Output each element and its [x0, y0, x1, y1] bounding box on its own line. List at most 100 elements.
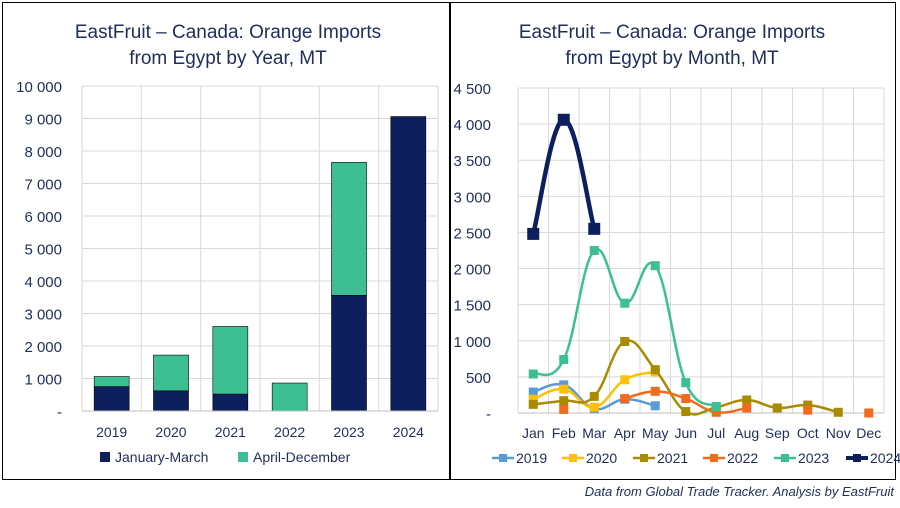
point-2021-Nov	[833, 407, 843, 417]
right-x-tick-label: Jul	[707, 425, 725, 441]
left-title-line2: from Egypt by Year, MT	[129, 48, 327, 69]
point-2021-Apr	[620, 337, 630, 346]
right-legend-marker	[853, 454, 861, 462]
right-y-tick-label: 3 500	[453, 153, 491, 170]
right-legend-marker	[781, 454, 789, 462]
bar-2024-series-0	[390, 116, 427, 412]
bar-2021-series-1	[212, 326, 249, 395]
point-2020-Apr	[620, 375, 630, 385]
bar-2020-series-0	[153, 390, 189, 412]
point-2021-Oct	[803, 400, 813, 410]
left-legend-label: January-March	[115, 449, 208, 465]
point-2021-Mar	[589, 391, 599, 401]
left-y-tick-label: 5 000	[24, 242, 62, 259]
bar-2023-series-1	[331, 162, 367, 296]
right-legend-marker	[569, 454, 577, 462]
point-2021-Jun	[681, 407, 691, 417]
left-x-tick-label: 2019	[96, 424, 127, 440]
left-y-tick-label: 10 000	[16, 79, 62, 96]
yearly-bar-chart: EastFruit – Canada: Orange Imports from …	[16, 22, 439, 465]
point-2021-Sep	[772, 403, 782, 413]
point-2023-Mar	[589, 246, 599, 255]
right-x-tick-label: Jan	[522, 425, 545, 441]
right-x-tick-label: Aug	[734, 425, 759, 441]
bar-2022-series-1	[271, 382, 308, 412]
right-title-line1: EastFruit – Canada: Orange Imports	[519, 22, 825, 43]
point-2022-May	[650, 386, 660, 396]
left-x-tick-label: 2021	[215, 424, 246, 440]
right-y-tick-label: 4 000	[453, 117, 491, 134]
point-2022-Feb	[559, 404, 569, 414]
right-x-tick-label: Apr	[614, 425, 636, 441]
point-2021-Feb	[559, 396, 569, 406]
right-x-tick-label: Sep	[765, 425, 790, 441]
left-y-tick-label: 6 000	[24, 209, 62, 226]
left-y-tick-label: 7 000	[24, 177, 62, 194]
bar-2021-series-0	[212, 393, 249, 412]
point-2023-Jan	[528, 369, 538, 379]
point-2020-Mar	[589, 402, 599, 412]
bar-2019-series-1	[93, 376, 130, 387]
point-2021-Aug	[742, 395, 752, 405]
bar-2020-series-1	[153, 354, 189, 392]
point-2019-Jan	[528, 387, 538, 397]
right-y-tick-label: 2 500	[453, 225, 491, 242]
right-x-tick-label: Jun	[674, 425, 697, 441]
left-plot-area: - 1 000 2 000 3 000 4 000 5 000 6 000 7 000 8 00…	[16, 79, 439, 440]
right-legend-label: 2019	[516, 450, 547, 466]
left-y-tick-label: 3 000	[24, 307, 62, 324]
right-x-tick-label: Nov	[826, 425, 851, 441]
right-y-tick-label: 2 000	[453, 262, 491, 279]
point-2021-Jan	[528, 399, 538, 409]
left-x-tick-label: 2022	[274, 424, 305, 440]
right-x-tick-label: Mar	[582, 425, 606, 441]
right-y-tick-label: 4 500	[453, 81, 491, 98]
point-2022-Jul	[711, 407, 721, 417]
right-y-tick-label: -	[486, 406, 491, 423]
left-y-tick-label: 9 000	[24, 112, 62, 129]
right-y-tick-label: 1 500	[453, 298, 491, 315]
right-legend-label: 2023	[798, 450, 829, 466]
monthly-line-chart: EastFruit – Canada: Orange Imports from …	[453, 22, 900, 466]
right-plot-area: - 500 1 000 1 500 2 000 2 500 3 000 3 500 4 000 4…	[453, 81, 885, 441]
right-legend-label: 2020	[586, 450, 617, 466]
right-legend-label: 2022	[727, 450, 758, 466]
left-x-tick-label: 2024	[393, 424, 424, 440]
point-2021-May	[650, 365, 660, 375]
left-legend-swatch	[238, 452, 248, 462]
left-title-line1: EastFruit – Canada: Orange Imports	[75, 22, 381, 43]
left-y-tick-label: -	[57, 404, 62, 421]
point-2022-Dec	[864, 408, 874, 418]
left-y-tick-label: 2 000	[24, 339, 62, 356]
point-2022-Jun	[681, 394, 691, 404]
point-2024-Feb	[557, 113, 570, 126]
point-2023-Apr	[620, 298, 630, 308]
right-x-tick-label: May	[642, 425, 668, 441]
point-2019-May	[650, 401, 660, 411]
left-legend: January-March April-December	[100, 449, 351, 465]
point-2022-Aug	[742, 403, 752, 413]
point-2023-Jul	[711, 402, 721, 411]
point-2020-Feb	[559, 384, 569, 394]
right-legend-label: 2024	[870, 450, 900, 466]
right-y-tick-label: 500	[466, 370, 491, 387]
point-2024-Jan	[527, 227, 540, 240]
point-2022-Oct	[803, 405, 813, 415]
left-y-tick-label: 8 000	[24, 144, 62, 161]
bar-2019-series-0	[93, 386, 130, 412]
left-y-tick-label: 4 000	[24, 274, 62, 291]
right-legend-label: 2021	[657, 450, 688, 466]
panel-divider	[449, 2, 451, 480]
left-x-tick-label: 2020	[155, 424, 186, 440]
right-x-tick-label: Oct	[797, 425, 819, 441]
point-2023-Jun	[681, 378, 691, 388]
right-legend-marker	[499, 454, 507, 462]
point-2023-Feb	[559, 355, 569, 365]
point-2022-Apr	[620, 394, 630, 404]
source-note: Data from Global Trade Tracker. Analysis…	[584, 484, 894, 499]
point-2024-Mar	[588, 222, 601, 235]
right-y-tick-label: 1 000	[453, 334, 491, 351]
left-x-tick-label: 2023	[333, 424, 364, 440]
left-legend-swatch	[100, 452, 110, 462]
right-legend-marker	[640, 454, 648, 462]
